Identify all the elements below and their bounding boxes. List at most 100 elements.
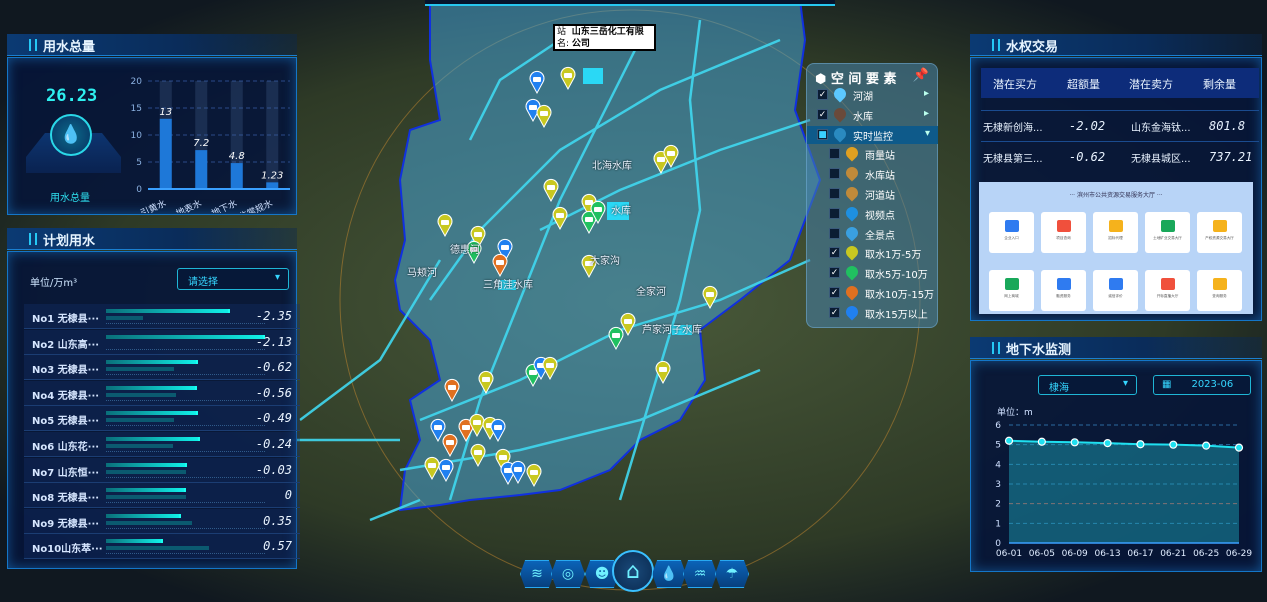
checkbox[interactable]: ✓ (817, 108, 828, 120)
water-intake-marker[interactable] (581, 254, 597, 279)
data-point[interactable] (1004, 436, 1014, 445)
checkbox[interactable] (829, 227, 840, 239)
month-picker[interactable]: ▦ 2023-06 (1153, 375, 1251, 395)
water-intake-marker[interactable] (543, 178, 559, 203)
checkbox[interactable] (829, 207, 840, 219)
water-intake-marker[interactable] (702, 285, 718, 310)
water-intake-marker[interactable] (542, 356, 558, 381)
layer-item[interactable]: 全景点 (829, 224, 949, 243)
layer-item[interactable]: 河道站 (829, 184, 949, 203)
cycle-nav-button[interactable]: ♒ (683, 560, 717, 588)
water-intake-marker[interactable] (663, 144, 679, 169)
water-intake-marker[interactable] (526, 463, 542, 488)
layer-item[interactable]: ✓ 取水10万-15万 (829, 283, 949, 302)
table-row[interactable]: No1 无棣县··· -2.35 (24, 304, 300, 329)
water-intake-marker[interactable] (470, 225, 486, 250)
water-intake-marker[interactable] (437, 213, 453, 238)
layer-item[interactable]: ✓ 取水1万-5万 (829, 243, 949, 262)
checkbox[interactable]: ✓ (817, 89, 828, 100)
table-row[interactable]: 无棣新创海... -2.02 山东金海钛... 801.8 (981, 110, 1259, 141)
water-intake-marker[interactable] (560, 66, 576, 91)
data-point[interactable] (1169, 440, 1178, 449)
water-intake-marker[interactable] (490, 418, 506, 443)
portal-tile[interactable]: 土地矿业交易大厅 (1145, 212, 1190, 253)
data-point[interactable] (1136, 440, 1145, 449)
table-row[interactable]: No4 无棣县··· -0.56 (24, 380, 300, 406)
water-intake-marker[interactable] (492, 253, 508, 278)
water-intake-marker[interactable] (608, 326, 624, 351)
column-header: 潜在买方 (993, 78, 1037, 91)
water-level-nav-button[interactable]: ≋ (520, 560, 554, 588)
water-intake-marker[interactable] (470, 443, 486, 468)
layer-item[interactable]: ✓ 取水5万-10万 (829, 263, 949, 282)
table-row[interactable]: No8 无棣县··· 0 (24, 483, 300, 509)
company-select[interactable]: 请选择 ▾ (177, 268, 289, 290)
checkbox[interactable]: ✓ (829, 287, 840, 298)
portal-tile[interactable]: 招标代理 (1093, 212, 1138, 253)
water-intake-marker[interactable] (444, 378, 460, 403)
table-row[interactable]: 无棣县第三... -0.62 无棣县城区... 737.21 (981, 141, 1259, 172)
water-intake-marker[interactable] (536, 104, 552, 129)
checkbox[interactable]: ✓ (829, 306, 840, 318)
water-intake-marker[interactable] (430, 418, 446, 443)
water-intake-marker[interactable] (529, 70, 545, 95)
water-intake-marker[interactable] (655, 360, 671, 385)
water-quality-nav-button[interactable]: ☂ (715, 560, 749, 588)
portal-tile[interactable]: 企业入口 (989, 212, 1034, 253)
portal-tile[interactable]: 开标直播大厅 (1145, 270, 1190, 311)
data-point[interactable] (1103, 438, 1112, 448)
portal-tile[interactable]: 网上商城 (989, 270, 1034, 311)
checkbox[interactable] (829, 188, 840, 199)
water-intake-marker[interactable] (438, 458, 454, 483)
region-select[interactable]: 棣海 ▾ (1038, 375, 1137, 395)
expand-arrow-icon[interactable]: ▾ (924, 127, 930, 139)
drop-nav-button[interactable]: 💧 (652, 560, 686, 588)
water-intake-marker[interactable] (620, 312, 636, 337)
portal-tile[interactable]: 诚信评价 (1093, 270, 1138, 311)
layer-item[interactable]: ✓ 取水15万以上 (829, 303, 949, 322)
checkbox[interactable]: ✓ (829, 267, 840, 279)
pin-icon[interactable]: 📌 (912, 68, 929, 83)
expand-arrow-icon[interactable]: ▸ (923, 107, 929, 119)
portal-tile[interactable]: 融资服务 (1041, 270, 1086, 311)
bar (159, 118, 172, 189)
table-row[interactable]: No3 无棣县··· -0.62 (24, 355, 300, 381)
data-point[interactable] (1202, 441, 1211, 450)
water-intake-marker[interactable] (495, 448, 511, 473)
layer-item[interactable]: 雨量站 (829, 144, 949, 163)
portal-tile[interactable]: 项目查询 (1041, 212, 1086, 253)
water-intake-marker[interactable] (581, 210, 597, 235)
portal-tile[interactable]: 产权资源交易大厅 (1197, 212, 1242, 253)
table-row[interactable]: No5 无棣县··· -0.49 (24, 406, 300, 432)
water-intake-marker[interactable] (497, 238, 513, 263)
water-intake-marker[interactable] (442, 433, 458, 458)
water-intake-marker[interactable] (590, 200, 606, 225)
layer-item[interactable]: ✓ 水库 ▸ (817, 105, 937, 124)
checkbox[interactable]: ■ (817, 128, 828, 140)
data-point[interactable] (1234, 443, 1244, 452)
protection-nav-button[interactable]: ◎ (551, 560, 585, 588)
table-row[interactable]: No10山东萃··· 0.57 (24, 534, 300, 560)
table-row[interactable]: No2 山东高··· -2.13 (24, 329, 300, 355)
checkbox[interactable] (829, 168, 840, 180)
water-intake-marker[interactable] (525, 98, 541, 123)
checkbox[interactable] (829, 148, 840, 160)
layer-item[interactable]: ✓ 河湖 ▸ (817, 85, 937, 104)
table-row[interactable]: No7 山东恒··· -0.03 (24, 457, 300, 483)
water-intake-marker[interactable] (466, 240, 482, 265)
layer-item[interactable]: ■ 实时监控 ▾ (807, 125, 938, 144)
data-point[interactable] (1070, 438, 1079, 447)
data-point[interactable] (1037, 437, 1046, 446)
bar-axis (106, 527, 265, 529)
portal-tile[interactable]: 查询服务 (1197, 270, 1242, 311)
layer-item[interactable]: 水库站 (829, 164, 949, 183)
water-intake-marker[interactable] (552, 206, 568, 231)
table-row[interactable]: No6 山东花··· -0.24 (24, 432, 300, 457)
water-intake-marker[interactable] (510, 460, 526, 485)
expand-arrow-icon[interactable]: ▸ (923, 88, 929, 99)
checkbox[interactable]: ✓ (829, 247, 840, 259)
water-intake-marker[interactable] (478, 370, 494, 395)
layer-item[interactable]: 视频点 (829, 204, 949, 223)
home-nav-button[interactable]: ⌂ (612, 550, 654, 592)
table-row[interactable]: No9 无棣县··· 0.35 (24, 508, 300, 534)
